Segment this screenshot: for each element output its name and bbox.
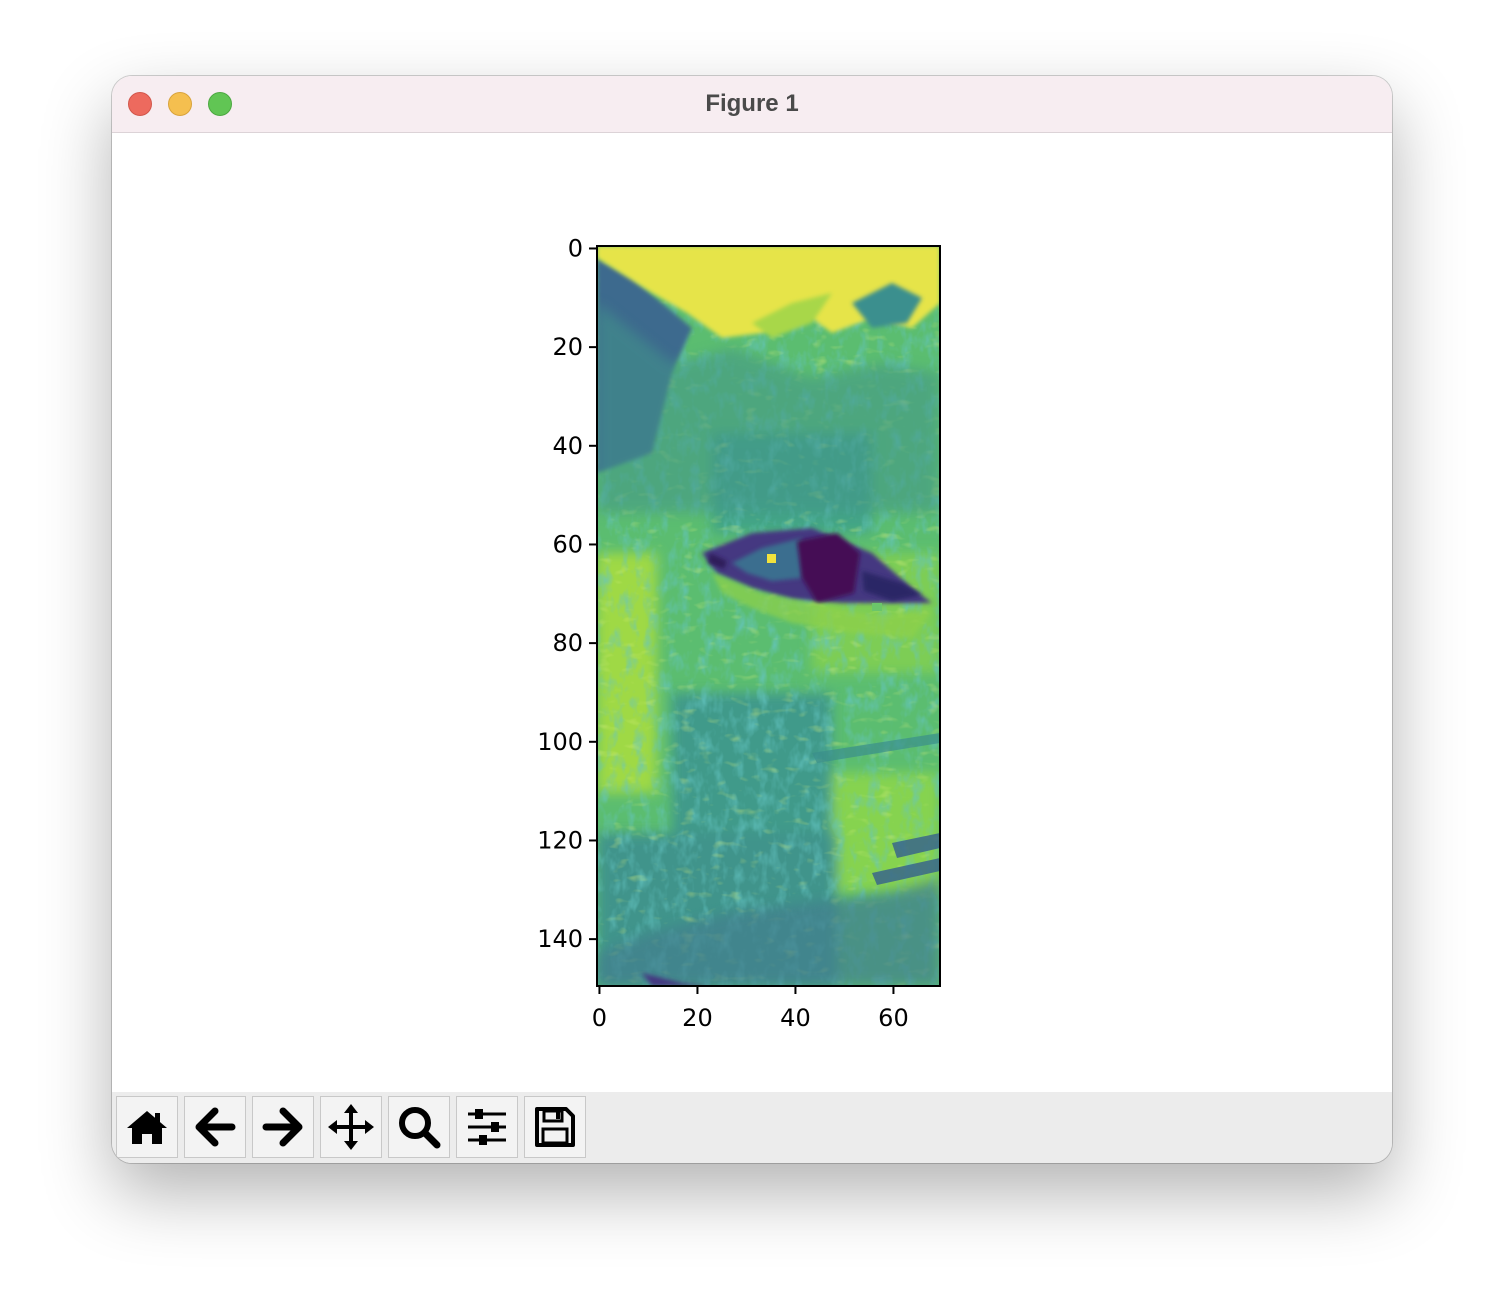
forward-button[interactable] xyxy=(252,1096,314,1158)
image-axes[interactable]: 0 20 40 60 80 100 120 140 0 20 40 60 xyxy=(112,133,1392,1091)
y-tick-label: 40 xyxy=(552,432,583,460)
title-bar[interactable]: Figure 1 xyxy=(112,76,1392,133)
image-data xyxy=(597,246,940,986)
figure-canvas[interactable]: 0 20 40 60 80 100 120 140 0 20 40 60 xyxy=(112,133,1392,1091)
sliders-icon xyxy=(468,1109,506,1145)
home-icon xyxy=(127,1111,167,1144)
back-button[interactable] xyxy=(184,1096,246,1158)
window-title: Figure 1 xyxy=(705,90,799,117)
arrow-left-icon xyxy=(195,1107,236,1147)
navigation-toolbar xyxy=(112,1092,1392,1163)
zoom-button[interactable] xyxy=(388,1096,450,1158)
y-tick-label: 20 xyxy=(552,333,583,361)
maximize-window-button[interactable] xyxy=(208,92,232,116)
magnifier-icon xyxy=(399,1107,441,1149)
arrow-right-icon xyxy=(262,1107,303,1147)
x-tick-label: 40 xyxy=(780,1004,811,1032)
y-tick-label: 80 xyxy=(552,629,583,657)
x-axis: 0 20 40 60 xyxy=(592,986,909,1032)
y-tick-label: 120 xyxy=(537,826,583,854)
figure-window: Figure 1 xyxy=(112,76,1392,1163)
configure-subplots-button[interactable] xyxy=(456,1096,518,1158)
close-window-button[interactable] xyxy=(128,92,152,116)
y-tick-label: 60 xyxy=(552,530,583,558)
x-tick-label: 0 xyxy=(592,1004,607,1032)
move-icon xyxy=(328,1104,374,1150)
x-tick-label: 20 xyxy=(682,1004,713,1032)
y-tick-label: 0 xyxy=(568,234,583,262)
y-tick-label: 140 xyxy=(537,925,583,953)
minimize-window-button[interactable] xyxy=(168,92,192,116)
pan-button[interactable] xyxy=(320,1096,382,1158)
floppy-disk-icon xyxy=(535,1107,575,1147)
axes-frame xyxy=(596,245,941,987)
save-button[interactable] xyxy=(524,1096,586,1158)
x-tick-label: 60 xyxy=(878,1004,909,1032)
home-button[interactable] xyxy=(116,1096,178,1158)
y-tick-label: 100 xyxy=(537,728,583,756)
y-axis: 0 20 40 60 80 100 120 140 xyxy=(537,234,597,953)
